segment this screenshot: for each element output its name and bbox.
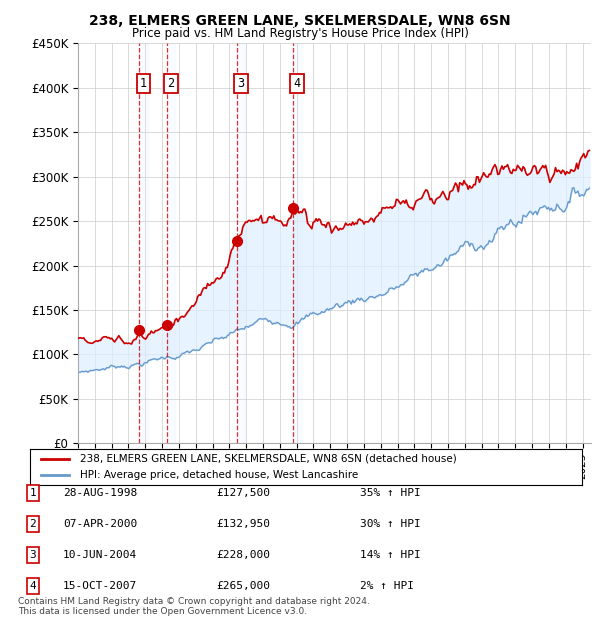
Text: 15-OCT-2007: 15-OCT-2007 (63, 581, 137, 591)
Text: 30% ↑ HPI: 30% ↑ HPI (360, 519, 421, 529)
Text: 3: 3 (238, 77, 245, 90)
Text: 14% ↑ HPI: 14% ↑ HPI (360, 550, 421, 560)
Text: £132,950: £132,950 (216, 519, 270, 529)
Text: 28-AUG-1998: 28-AUG-1998 (63, 488, 137, 498)
Text: 4: 4 (29, 581, 37, 591)
Text: 4: 4 (294, 77, 301, 90)
Text: HPI: Average price, detached house, West Lancashire: HPI: Average price, detached house, West… (80, 470, 358, 480)
Text: £127,500: £127,500 (216, 488, 270, 498)
Text: Contains HM Land Registry data © Crown copyright and database right 2024.: Contains HM Land Registry data © Crown c… (18, 597, 370, 606)
Text: 1: 1 (140, 77, 147, 90)
Text: 1: 1 (29, 488, 37, 498)
Text: £228,000: £228,000 (216, 550, 270, 560)
Text: 35% ↑ HPI: 35% ↑ HPI (360, 488, 421, 498)
Text: 238, ELMERS GREEN LANE, SKELMERSDALE, WN8 6SN: 238, ELMERS GREEN LANE, SKELMERSDALE, WN… (89, 14, 511, 28)
Text: 10-JUN-2004: 10-JUN-2004 (63, 550, 137, 560)
Bar (139, 43, 148, 443)
Text: 2: 2 (167, 77, 175, 90)
Text: 2% ↑ HPI: 2% ↑ HPI (360, 581, 414, 591)
Text: 07-APR-2000: 07-APR-2000 (63, 519, 137, 529)
Bar (167, 43, 175, 443)
Text: Price paid vs. HM Land Registry's House Price Index (HPI): Price paid vs. HM Land Registry's House … (131, 27, 469, 40)
Text: 238, ELMERS GREEN LANE, SKELMERSDALE, WN8 6SN (detached house): 238, ELMERS GREEN LANE, SKELMERSDALE, WN… (80, 454, 457, 464)
Text: £265,000: £265,000 (216, 581, 270, 591)
Text: This data is licensed under the Open Government Licence v3.0.: This data is licensed under the Open Gov… (18, 606, 307, 616)
Bar (293, 43, 302, 443)
Text: 3: 3 (29, 550, 37, 560)
Text: 2: 2 (29, 519, 37, 529)
Bar (237, 43, 245, 443)
